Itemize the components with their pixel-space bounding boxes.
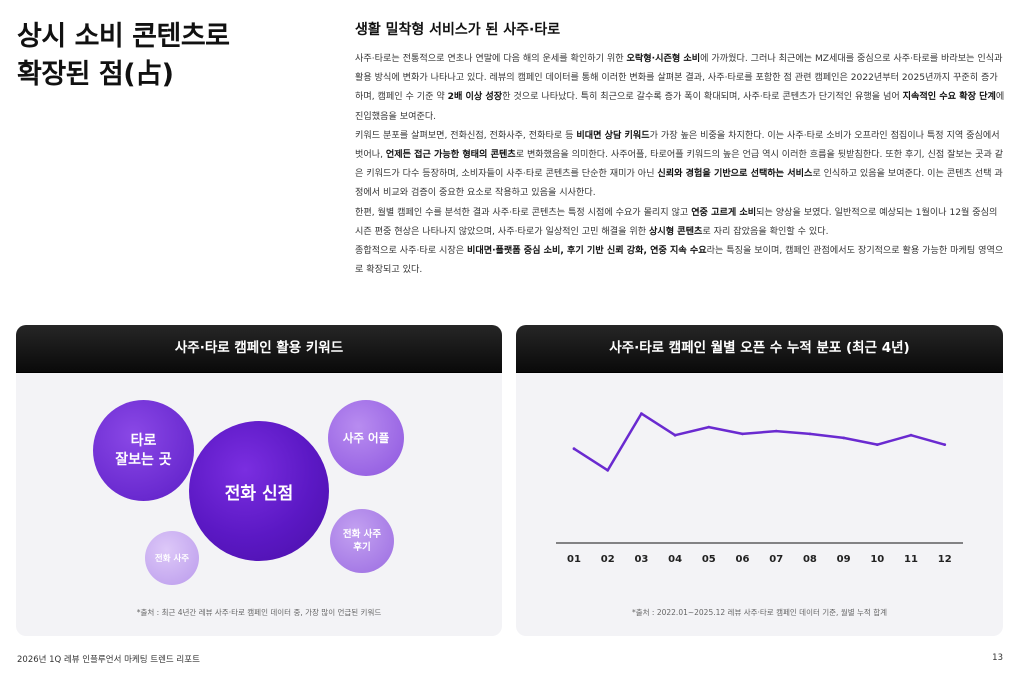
body-run: 되는 양상을 보였다. 일반적으로 예상되는 1월이나 12월 중심의 시즌 편… bbox=[355, 207, 998, 237]
data-point bbox=[909, 433, 913, 437]
x-tick-label: 08 bbox=[803, 554, 817, 565]
data-point bbox=[774, 429, 778, 433]
x-tick-label: 06 bbox=[736, 554, 750, 565]
body-run: 로 변화했음을 의미한다. 사주어플, 타로어플 키워드의 높은 언급 역시 이… bbox=[355, 150, 1004, 180]
body-run: 사주·타로는 전통적으로 연초나 연말에 다음 해의 운세를 확인하기 위한 bbox=[355, 54, 627, 64]
monthly-line-chart: 01 02 03 04 05 06 07 08 09 10 11 12 bbox=[556, 412, 963, 565]
data-point bbox=[640, 412, 643, 415]
x-tick-label: 09 bbox=[837, 554, 851, 565]
x-tick-label: 10 bbox=[870, 554, 884, 565]
monthly-card-footnote: *출처 : 2022.01~2025.12 레뷰 사주·타로 캠페인 데이터 기… bbox=[632, 608, 887, 617]
monthly-card-title: 사주·타로 캠페인 월별 오픈 수 누적 분포 (최근 4년) bbox=[516, 325, 1003, 373]
keyword-card-footnote: *출처 : 최근 4년간 레뷰 사주·타로 캠페인 데이터 중, 가장 많이 언… bbox=[136, 608, 382, 617]
x-tick-label: 05 bbox=[702, 554, 716, 565]
highlight-text: 지속적인 수요 확장 단계 bbox=[902, 92, 996, 103]
highlight-text: 비대면 상담 키워드 bbox=[576, 130, 650, 141]
monthly-card: 사주·타로 캠페인 월별 오픈 수 누적 분포 (최근 4년) 01 02 03 04… bbox=[516, 325, 1003, 636]
highlight-text: 오락형·시즌형 소비 bbox=[626, 54, 701, 64]
series-line bbox=[573, 412, 946, 472]
article-paragraph: 사주·타로는 전통적으로 연초나 연말에 다음 해의 운세를 확인하기 위한 오… bbox=[355, 50, 1005, 127]
body-run: 종합적으로 사주·타로 시장은 bbox=[355, 246, 467, 257]
x-tick-label: 11 bbox=[904, 554, 918, 565]
body-run: 로 자리 잡았음을 확인할 수 있다. bbox=[702, 226, 829, 237]
data-point bbox=[875, 443, 879, 447]
x-tick-label: 03 bbox=[634, 554, 648, 565]
x-tick-label: 02 bbox=[601, 554, 615, 565]
highlight-text: 언제든 접근 가능한 형태의 콘텐츠 bbox=[385, 150, 516, 161]
data-point bbox=[808, 432, 812, 436]
body-run: 로 인식하고 있음을 보여준다. 이는 콘텐츠 선택 과정에서 비교와 검증이 … bbox=[355, 169, 1003, 199]
page-number: 13 bbox=[992, 653, 1003, 663]
keyword-bubble-phone-saju: 전화 사주 bbox=[145, 531, 199, 585]
body-run: 에 진입했음을 보여준다. bbox=[355, 92, 1005, 122]
x-tick-label: 07 bbox=[769, 554, 783, 565]
keyword-card: 사주·타로 캠페인 활용 키워드 타로 잘보는 곳 전화 신점 사주 어플 전화… bbox=[16, 325, 502, 636]
x-tick-label: 12 bbox=[938, 554, 952, 565]
keyword-bubble-phone-fortune: 전화 신점 bbox=[189, 421, 329, 561]
keyword-card-title: 사주·타로 캠페인 활용 키워드 bbox=[16, 325, 502, 373]
page-title: 상시 소비 콘텐츠로 확장된 점(占) bbox=[17, 21, 230, 90]
data-point bbox=[606, 468, 610, 472]
keyword-bubble-saju-app: 사주 어플 bbox=[328, 400, 404, 476]
keyword-bubble-taro: 타로 잘보는 곳 bbox=[93, 400, 194, 501]
article-body: 사주·타로는 전통적으로 연초나 연말에 다음 해의 운세를 확인하기 위한 오… bbox=[355, 50, 1005, 280]
body-run: 한편, 월별 캠페인 수를 분석한 결과 사주·타로 콘텐츠는 특정 시점에 수… bbox=[355, 207, 692, 218]
data-point bbox=[943, 443, 947, 447]
highlight-text: 상시형 콘텐츠 bbox=[649, 226, 703, 237]
x-tick-label: 04 bbox=[668, 554, 682, 565]
body-run: 가 가장 높은 비중을 차지한다. 이는 사주·타로 소비가 오프라인 점집이나… bbox=[355, 130, 1000, 161]
highlight-text: 비대면·플랫폼 중심 소비, 후기 기반 신뢰 강화, 연중 지속 수요 bbox=[466, 246, 707, 257]
highlight-text: 연중 고르게 소비 bbox=[691, 207, 757, 218]
data-point bbox=[673, 433, 677, 437]
x-tick-label: 01 bbox=[567, 554, 581, 565]
article-paragraph: 종합적으로 사주·타로 시장은 비대면·플랫폼 중심 소비, 후기 기반 신뢰 … bbox=[355, 242, 1005, 280]
data-point bbox=[572, 447, 576, 451]
body-run: 에 가까웠다. 그러나 최근에는 MZ세대를 중심으로 사주·타로를 바라보는 … bbox=[355, 54, 1003, 103]
keyword-bubble-phone-saju-review: 전화 사주 후기 bbox=[330, 509, 394, 573]
body-run: 키워드 분포를 살펴보면, 전화신점, 전화사주, 전화타로 등 bbox=[355, 130, 577, 141]
data-point bbox=[842, 436, 845, 440]
body-run: 라는 특징을 보이며, 캠페인 관점에서도 장기적으로 활용 가능한 마케팅 영… bbox=[355, 246, 1004, 276]
data-point bbox=[741, 432, 744, 436]
section-heading: 생활 밀착형 서비스가 된 사주·타로 bbox=[355, 22, 561, 38]
footer-report-name: 2026년 1Q 레뷰 인플루언서 마케팅 트렌드 리포트 bbox=[17, 655, 200, 665]
highlight-text: 신뢰와 경험을 기반으로 선택하는 서비스 bbox=[657, 169, 813, 180]
data-point bbox=[707, 425, 711, 429]
article-paragraph: 한편, 월별 캠페인 수를 분석한 결과 사주·타로 콘텐츠는 특정 시점에 수… bbox=[355, 204, 1005, 242]
highlight-text: 2배 이상 성장 bbox=[447, 92, 503, 103]
article-paragraph: 키워드 분포를 살펴보면, 전화신점, 전화사주, 전화타로 등 비대면 상담 … bbox=[355, 127, 1005, 204]
body-run: 한 것으로 나타났다. 특히 최근으로 갈수록 증가 폭이 확대되며, 사주·타… bbox=[502, 92, 903, 103]
